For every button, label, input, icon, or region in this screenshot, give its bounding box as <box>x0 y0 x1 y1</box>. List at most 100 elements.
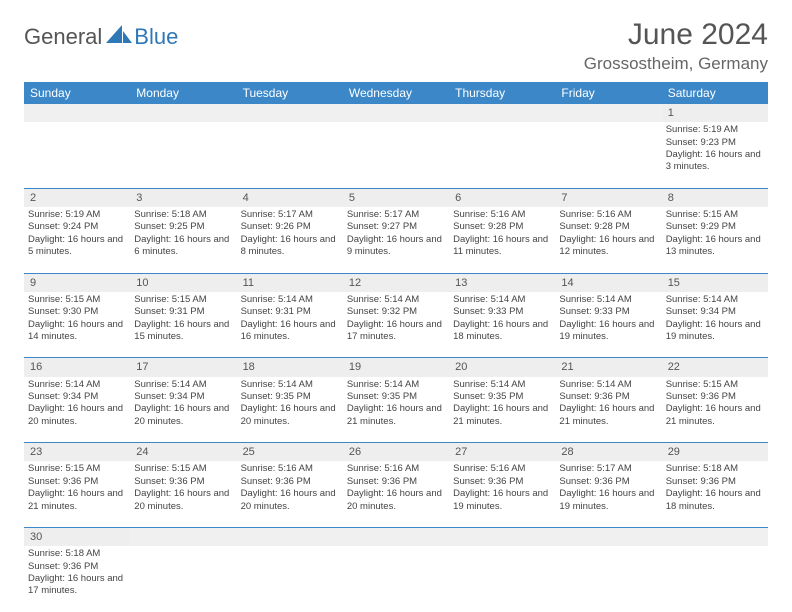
day-info-line: Sunset: 9:33 PM <box>559 306 657 318</box>
day-cell: Sunrise: 5:19 AMSunset: 9:23 PMDaylight:… <box>662 122 768 188</box>
day-info-line: Sunset: 9:25 PM <box>134 221 232 233</box>
day-info-line: Sunrise: 5:18 AM <box>28 548 126 560</box>
day-info-line: Daylight: 16 hours and 20 minutes. <box>241 488 339 513</box>
day-info-line: Sunrise: 5:14 AM <box>453 294 551 306</box>
day-info-line: Daylight: 16 hours and 21 minutes. <box>666 403 764 428</box>
weekday-header-row: Sunday Monday Tuesday Wednesday Thursday… <box>24 82 768 104</box>
day-info-line: Sunrise: 5:14 AM <box>559 379 657 391</box>
daynum-row: 2345678 <box>24 188 768 207</box>
week-row: Sunrise: 5:19 AMSunset: 9:24 PMDaylight:… <box>24 207 768 273</box>
day-cell: Sunrise: 5:16 AMSunset: 9:36 PMDaylight:… <box>343 461 449 527</box>
day-number: 29 <box>662 443 768 462</box>
day-cell: Sunrise: 5:14 AMSunset: 9:34 PMDaylight:… <box>24 377 130 443</box>
day-info-line: Daylight: 16 hours and 21 minutes. <box>559 403 657 428</box>
day-info-line: Sunset: 9:28 PM <box>453 221 551 233</box>
day-number: 25 <box>237 443 343 462</box>
day-cell: Sunrise: 5:17 AMSunset: 9:36 PMDaylight:… <box>555 461 661 527</box>
day-cell <box>237 546 343 612</box>
day-number: 8 <box>662 188 768 207</box>
day-info-line: Daylight: 16 hours and 20 minutes. <box>28 403 126 428</box>
day-info-line: Daylight: 16 hours and 18 minutes. <box>666 488 764 513</box>
title-block: June 2024 Grossostheim, Germany <box>584 18 768 74</box>
day-info-line: Daylight: 16 hours and 19 minutes. <box>453 488 551 513</box>
day-info-line: Sunrise: 5:17 AM <box>241 209 339 221</box>
day-cell <box>237 122 343 188</box>
month-title: June 2024 <box>584 18 768 52</box>
day-number: 3 <box>130 188 236 207</box>
logo-text-blue: Blue <box>134 24 178 50</box>
day-number: 13 <box>449 273 555 292</box>
day-cell <box>555 122 661 188</box>
day-number: 27 <box>449 443 555 462</box>
day-info-line: Sunrise: 5:16 AM <box>559 209 657 221</box>
day-number: 23 <box>24 443 130 462</box>
day-cell: Sunrise: 5:14 AMSunset: 9:36 PMDaylight:… <box>555 377 661 443</box>
week-row: Sunrise: 5:18 AMSunset: 9:36 PMDaylight:… <box>24 546 768 612</box>
day-info-line: Sunset: 9:35 PM <box>347 391 445 403</box>
day-info-line: Sunset: 9:35 PM <box>241 391 339 403</box>
day-info-line: Daylight: 16 hours and 9 minutes. <box>347 234 445 259</box>
day-cell: Sunrise: 5:14 AMSunset: 9:33 PMDaylight:… <box>449 292 555 358</box>
day-info-line: Sunrise: 5:15 AM <box>28 463 126 475</box>
day-cell <box>662 546 768 612</box>
day-info-line: Daylight: 16 hours and 14 minutes. <box>28 319 126 344</box>
day-info-line: Sunrise: 5:17 AM <box>347 209 445 221</box>
day-info-line: Daylight: 16 hours and 8 minutes. <box>241 234 339 259</box>
day-cell: Sunrise: 5:14 AMSunset: 9:35 PMDaylight:… <box>449 377 555 443</box>
day-info-line: Sunset: 9:23 PM <box>666 137 764 149</box>
day-info-line: Sunset: 9:36 PM <box>666 391 764 403</box>
day-info-line: Sunset: 9:36 PM <box>559 391 657 403</box>
day-info-line: Sunset: 9:36 PM <box>241 476 339 488</box>
daynum-row: 23242526272829 <box>24 443 768 462</box>
day-cell <box>343 546 449 612</box>
day-info-line: Sunrise: 5:14 AM <box>453 379 551 391</box>
day-info-line: Sunset: 9:36 PM <box>666 476 764 488</box>
day-cell <box>24 122 130 188</box>
day-number <box>449 527 555 546</box>
day-info-line: Sunset: 9:24 PM <box>28 221 126 233</box>
day-cell: Sunrise: 5:14 AMSunset: 9:35 PMDaylight:… <box>343 377 449 443</box>
day-info-line: Sunrise: 5:19 AM <box>666 124 764 136</box>
day-number: 22 <box>662 358 768 377</box>
day-number: 10 <box>130 273 236 292</box>
day-number: 1 <box>662 104 768 122</box>
day-cell: Sunrise: 5:14 AMSunset: 9:34 PMDaylight:… <box>130 377 236 443</box>
day-cell: Sunrise: 5:15 AMSunset: 9:29 PMDaylight:… <box>662 207 768 273</box>
location: Grossostheim, Germany <box>584 54 768 74</box>
day-info-line: Daylight: 16 hours and 12 minutes. <box>559 234 657 259</box>
day-info-line: Daylight: 16 hours and 21 minutes. <box>347 403 445 428</box>
day-cell: Sunrise: 5:18 AMSunset: 9:25 PMDaylight:… <box>130 207 236 273</box>
day-info-line: Sunrise: 5:16 AM <box>453 209 551 221</box>
day-info-line: Sunset: 9:36 PM <box>28 561 126 573</box>
logo-text-general: General <box>24 24 102 50</box>
day-cell: Sunrise: 5:15 AMSunset: 9:36 PMDaylight:… <box>130 461 236 527</box>
day-number: 19 <box>343 358 449 377</box>
day-number <box>449 104 555 122</box>
day-info-line: Sunset: 9:26 PM <box>241 221 339 233</box>
day-info-line: Sunrise: 5:14 AM <box>347 294 445 306</box>
day-cell: Sunrise: 5:14 AMSunset: 9:35 PMDaylight:… <box>237 377 343 443</box>
day-number <box>662 527 768 546</box>
day-number: 5 <box>343 188 449 207</box>
day-info-line: Sunset: 9:33 PM <box>453 306 551 318</box>
day-cell: Sunrise: 5:16 AMSunset: 9:28 PMDaylight:… <box>555 207 661 273</box>
day-info-line: Sunset: 9:27 PM <box>347 221 445 233</box>
weekday-header: Saturday <box>662 82 768 104</box>
day-info-line: Sunrise: 5:15 AM <box>666 209 764 221</box>
day-cell <box>343 122 449 188</box>
day-number: 18 <box>237 358 343 377</box>
day-info-line: Sunrise: 5:14 AM <box>134 379 232 391</box>
day-info-line: Daylight: 16 hours and 19 minutes. <box>666 319 764 344</box>
day-cell: Sunrise: 5:16 AMSunset: 9:28 PMDaylight:… <box>449 207 555 273</box>
day-info-line: Sunset: 9:28 PM <box>559 221 657 233</box>
day-info-line: Sunrise: 5:16 AM <box>347 463 445 475</box>
day-cell: Sunrise: 5:15 AMSunset: 9:36 PMDaylight:… <box>24 461 130 527</box>
day-info-line: Daylight: 16 hours and 20 minutes. <box>134 403 232 428</box>
day-cell <box>449 546 555 612</box>
day-info-line: Sunrise: 5:15 AM <box>134 463 232 475</box>
day-info-line: Daylight: 16 hours and 6 minutes. <box>134 234 232 259</box>
day-cell: Sunrise: 5:18 AMSunset: 9:36 PMDaylight:… <box>662 461 768 527</box>
day-cell: Sunrise: 5:15 AMSunset: 9:36 PMDaylight:… <box>662 377 768 443</box>
weekday-header: Sunday <box>24 82 130 104</box>
day-number <box>237 104 343 122</box>
